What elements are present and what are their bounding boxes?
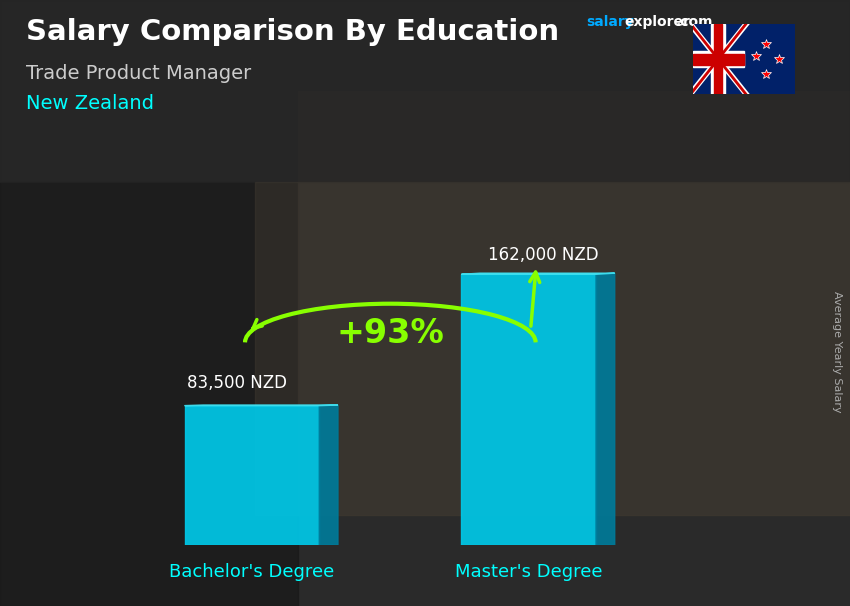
Bar	[693, 53, 744, 65]
Polygon shape	[462, 275, 596, 545]
Text: salary: salary	[586, 15, 634, 29]
Bar	[255, 182, 850, 515]
Text: Bachelor's Degree: Bachelor's Degree	[169, 563, 335, 581]
Text: Salary Comparison By Education: Salary Comparison By Education	[26, 18, 558, 46]
Bar	[693, 52, 744, 67]
Text: Trade Product Manager: Trade Product Manager	[26, 64, 251, 82]
Text: 83,500 NZD: 83,500 NZD	[187, 373, 287, 391]
Text: explorer: explorer	[625, 15, 690, 29]
Text: .com: .com	[676, 15, 713, 29]
Text: 162,000 NZD: 162,000 NZD	[489, 245, 599, 264]
Bar	[714, 24, 722, 94]
Bar	[0, 182, 298, 606]
Polygon shape	[320, 405, 338, 545]
Text: New Zealand: New Zealand	[26, 94, 154, 113]
Bar	[298, 91, 850, 515]
Bar	[711, 24, 725, 94]
Text: Master's Degree: Master's Degree	[455, 563, 603, 581]
Polygon shape	[462, 273, 615, 275]
Bar	[0, 0, 850, 182]
Text: +93%: +93%	[337, 316, 445, 350]
Bar	[693, 53, 744, 65]
Bar	[714, 24, 722, 94]
Text: Average Yearly Salary: Average Yearly Salary	[832, 291, 842, 412]
Polygon shape	[596, 273, 615, 545]
Polygon shape	[184, 405, 320, 545]
